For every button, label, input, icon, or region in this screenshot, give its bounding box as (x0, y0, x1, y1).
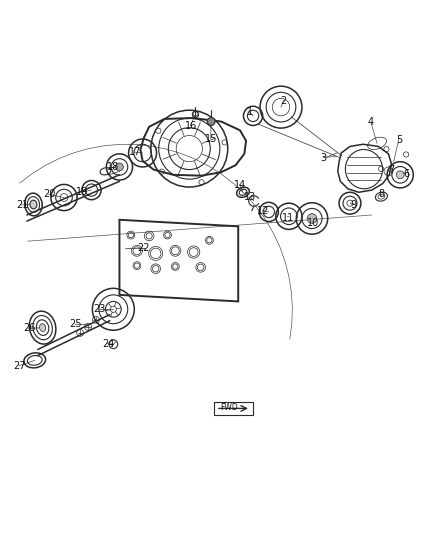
Text: 22: 22 (138, 243, 150, 253)
Text: 13: 13 (244, 192, 257, 201)
Bar (214, 402, 253, 415)
Circle shape (396, 171, 404, 179)
Circle shape (116, 163, 124, 171)
Text: 7: 7 (389, 165, 395, 175)
Text: 25: 25 (70, 319, 82, 329)
Text: 21: 21 (16, 200, 29, 211)
Text: 18: 18 (107, 163, 120, 172)
Text: 12: 12 (258, 206, 270, 216)
Text: 8: 8 (378, 189, 385, 199)
Text: 2: 2 (280, 96, 287, 107)
Text: 26: 26 (23, 324, 36, 334)
Text: 23: 23 (93, 304, 106, 314)
Circle shape (307, 214, 317, 223)
Text: 19: 19 (76, 187, 88, 197)
Text: 15: 15 (205, 134, 217, 143)
Text: 10: 10 (307, 218, 319, 228)
Text: 17: 17 (129, 147, 141, 157)
Text: FWD: FWD (220, 403, 237, 412)
Text: 24: 24 (102, 339, 114, 349)
Circle shape (207, 118, 215, 125)
Text: 16: 16 (185, 121, 197, 131)
Text: 20: 20 (43, 189, 56, 199)
Text: 6: 6 (404, 168, 410, 179)
Text: 11: 11 (282, 213, 294, 223)
Text: 5: 5 (396, 135, 402, 145)
Text: 14: 14 (234, 180, 246, 190)
Text: 4: 4 (368, 117, 374, 127)
Ellipse shape (39, 324, 46, 332)
Text: 3: 3 (320, 153, 326, 163)
Text: 27: 27 (14, 361, 26, 371)
Text: 9: 9 (350, 200, 357, 211)
Ellipse shape (30, 200, 37, 209)
Text: 1: 1 (247, 107, 253, 117)
